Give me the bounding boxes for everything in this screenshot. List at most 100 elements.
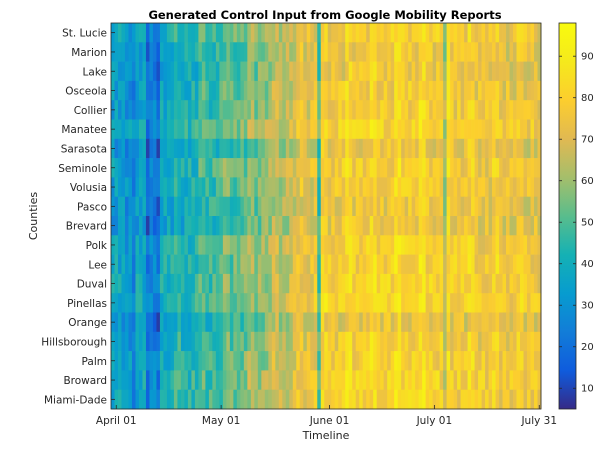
- heatmap-cell: [226, 61, 231, 82]
- heatmap-cell: [180, 331, 185, 352]
- heatmap-cell: [516, 216, 521, 236]
- heatmap-cell: [446, 100, 451, 120]
- heatmap-cell: [373, 273, 378, 294]
- heatmap-cell: [201, 138, 206, 159]
- heatmap-cell: [187, 216, 192, 236]
- heatmap-cell: [128, 61, 133, 82]
- heatmap-cell: [296, 177, 301, 198]
- heatmap-cell: [443, 312, 447, 333]
- heatmap-cell: [415, 119, 419, 140]
- heatmap-cell: [331, 158, 336, 178]
- heatmap-cell: [278, 312, 283, 333]
- heatmap-cell: [194, 254, 199, 275]
- heatmap-cell: [355, 331, 360, 352]
- heatmap-cell: [257, 196, 262, 217]
- heatmap-cell: [390, 216, 395, 236]
- heatmap-cell: [527, 138, 531, 159]
- heatmap-cell: [523, 351, 528, 371]
- heatmap-cell: [191, 331, 196, 352]
- heatmap-cell: [156, 370, 161, 391]
- heatmap-cell: [205, 61, 210, 82]
- heatmap-cell: [254, 312, 259, 333]
- heatmap-cell: [401, 235, 406, 255]
- heatmap-cell: [408, 235, 412, 255]
- heatmap-cell: [243, 80, 248, 101]
- heatmap-cell: [485, 331, 489, 352]
- heatmap-cell: [450, 293, 454, 313]
- heatmap-cell: [194, 196, 199, 217]
- heatmap-cell: [362, 216, 367, 236]
- heatmap-cell: [121, 42, 126, 62]
- heatmap-cell: [450, 61, 454, 82]
- heatmap-cell: [530, 42, 535, 62]
- heatmap-cell: [460, 370, 465, 391]
- heatmap-cell: [397, 80, 402, 101]
- heatmap-cell: [492, 235, 496, 255]
- heatmap-cell: [117, 254, 122, 275]
- heatmap-cell: [299, 293, 304, 313]
- heatmap-cell: [495, 331, 500, 352]
- heatmap-cell: [285, 273, 290, 294]
- heatmap-cell: [359, 331, 364, 352]
- heatmap-cell: [432, 138, 437, 159]
- heatmap-cell: [285, 389, 290, 410]
- heatmap-cell: [114, 61, 119, 82]
- heatmap-cell: [240, 119, 245, 140]
- heatmap-cell: [173, 158, 178, 178]
- heatmap-cell: [187, 254, 192, 275]
- heatmap-cell: [485, 61, 489, 82]
- heatmap-cell: [184, 331, 189, 352]
- heatmap-cell: [355, 235, 360, 255]
- heatmap-cell: [124, 119, 129, 140]
- heatmap-cell: [131, 100, 136, 120]
- heatmap-cell: [243, 216, 248, 236]
- heatmap-cell: [471, 293, 475, 313]
- heatmap-cell: [450, 119, 454, 140]
- heatmap-cell: [124, 351, 129, 371]
- heatmap-cell: [268, 61, 273, 82]
- heatmap-cell: [359, 293, 364, 313]
- heatmap-cell: [327, 177, 332, 198]
- heatmap-cell: [495, 216, 500, 236]
- heatmap-cell: [488, 370, 493, 391]
- heatmap-cell: [275, 177, 280, 198]
- heatmap-cell: [390, 61, 395, 82]
- heatmap-cell: [219, 254, 224, 275]
- heatmap-cell: [345, 389, 350, 410]
- heatmap-cell: [261, 158, 266, 178]
- heatmap-cell: [152, 293, 157, 313]
- heatmap-cell: [254, 61, 259, 82]
- heatmap-cell: [187, 331, 192, 352]
- heatmap-cell: [177, 80, 182, 101]
- heatmap-cell: [499, 61, 503, 82]
- heatmap-cell: [131, 196, 136, 217]
- heatmap-cell: [355, 23, 360, 43]
- heatmap-cell: [439, 138, 444, 159]
- heatmap-cell: [467, 273, 472, 294]
- heatmap-cell: [324, 138, 329, 159]
- heatmap-cell: [152, 23, 157, 43]
- y-axis-label: Counties: [27, 192, 40, 240]
- heatmap-cell: [338, 235, 343, 255]
- heatmap-cell: [520, 119, 524, 140]
- heatmap-cell: [492, 80, 496, 101]
- heatmap-cell: [359, 389, 364, 410]
- heatmap-cell: [327, 293, 332, 313]
- heatmap-cell: [523, 80, 528, 101]
- heatmap-cell: [317, 351, 322, 371]
- heatmap-cell: [163, 23, 168, 43]
- heatmap-cell: [219, 273, 224, 294]
- heatmap-cell: [488, 119, 493, 140]
- heatmap-cell: [215, 138, 220, 159]
- heatmap-cell: [285, 370, 290, 391]
- heatmap-cell: [194, 80, 199, 101]
- heatmap-cell: [128, 389, 133, 410]
- heatmap-cell: [348, 158, 353, 178]
- heatmap-cell: [229, 61, 234, 82]
- heatmap-cell: [271, 389, 276, 410]
- heatmap-cell: [124, 254, 129, 275]
- heatmap-cell: [229, 235, 234, 255]
- heatmap-cell: [282, 196, 287, 217]
- heatmap-cell: [212, 80, 217, 101]
- heatmap-cell: [177, 389, 182, 410]
